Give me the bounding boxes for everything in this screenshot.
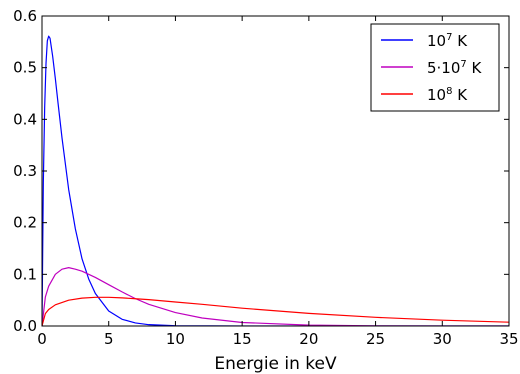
y-tick-label: 0.1 — [13, 265, 37, 283]
y-tick-label: 0.0 — [13, 317, 37, 335]
x-tick-label: 5 — [104, 330, 114, 348]
y-tick-label: 0.2 — [13, 214, 37, 232]
x-tick-label: 30 — [433, 330, 452, 348]
y-tick-label: 0.3 — [13, 162, 37, 180]
y-tick-label: 0.5 — [13, 59, 37, 77]
legend-label-1: 5·107 K — [427, 59, 483, 77]
y-tick-label: 0.6 — [13, 7, 37, 25]
series-line-1 — [42, 267, 509, 326]
x-tick-label: 0 — [37, 330, 47, 348]
x-tick-label: 15 — [233, 330, 252, 348]
x-tick-label: 25 — [366, 330, 385, 348]
x-axis-label: Energie in keV — [214, 354, 337, 374]
x-tick-label: 20 — [299, 330, 318, 348]
legend-label-2: 108 K — [427, 86, 468, 104]
x-tick-label: 35 — [499, 330, 518, 348]
x-tick-label: 10 — [166, 330, 185, 348]
legend-label-0: 107 K — [427, 32, 468, 50]
series-line-2 — [42, 296, 509, 326]
legend: 107 K 5·107 K 108 K — [370, 23, 500, 112]
y-tick-label: 0.4 — [13, 110, 37, 128]
